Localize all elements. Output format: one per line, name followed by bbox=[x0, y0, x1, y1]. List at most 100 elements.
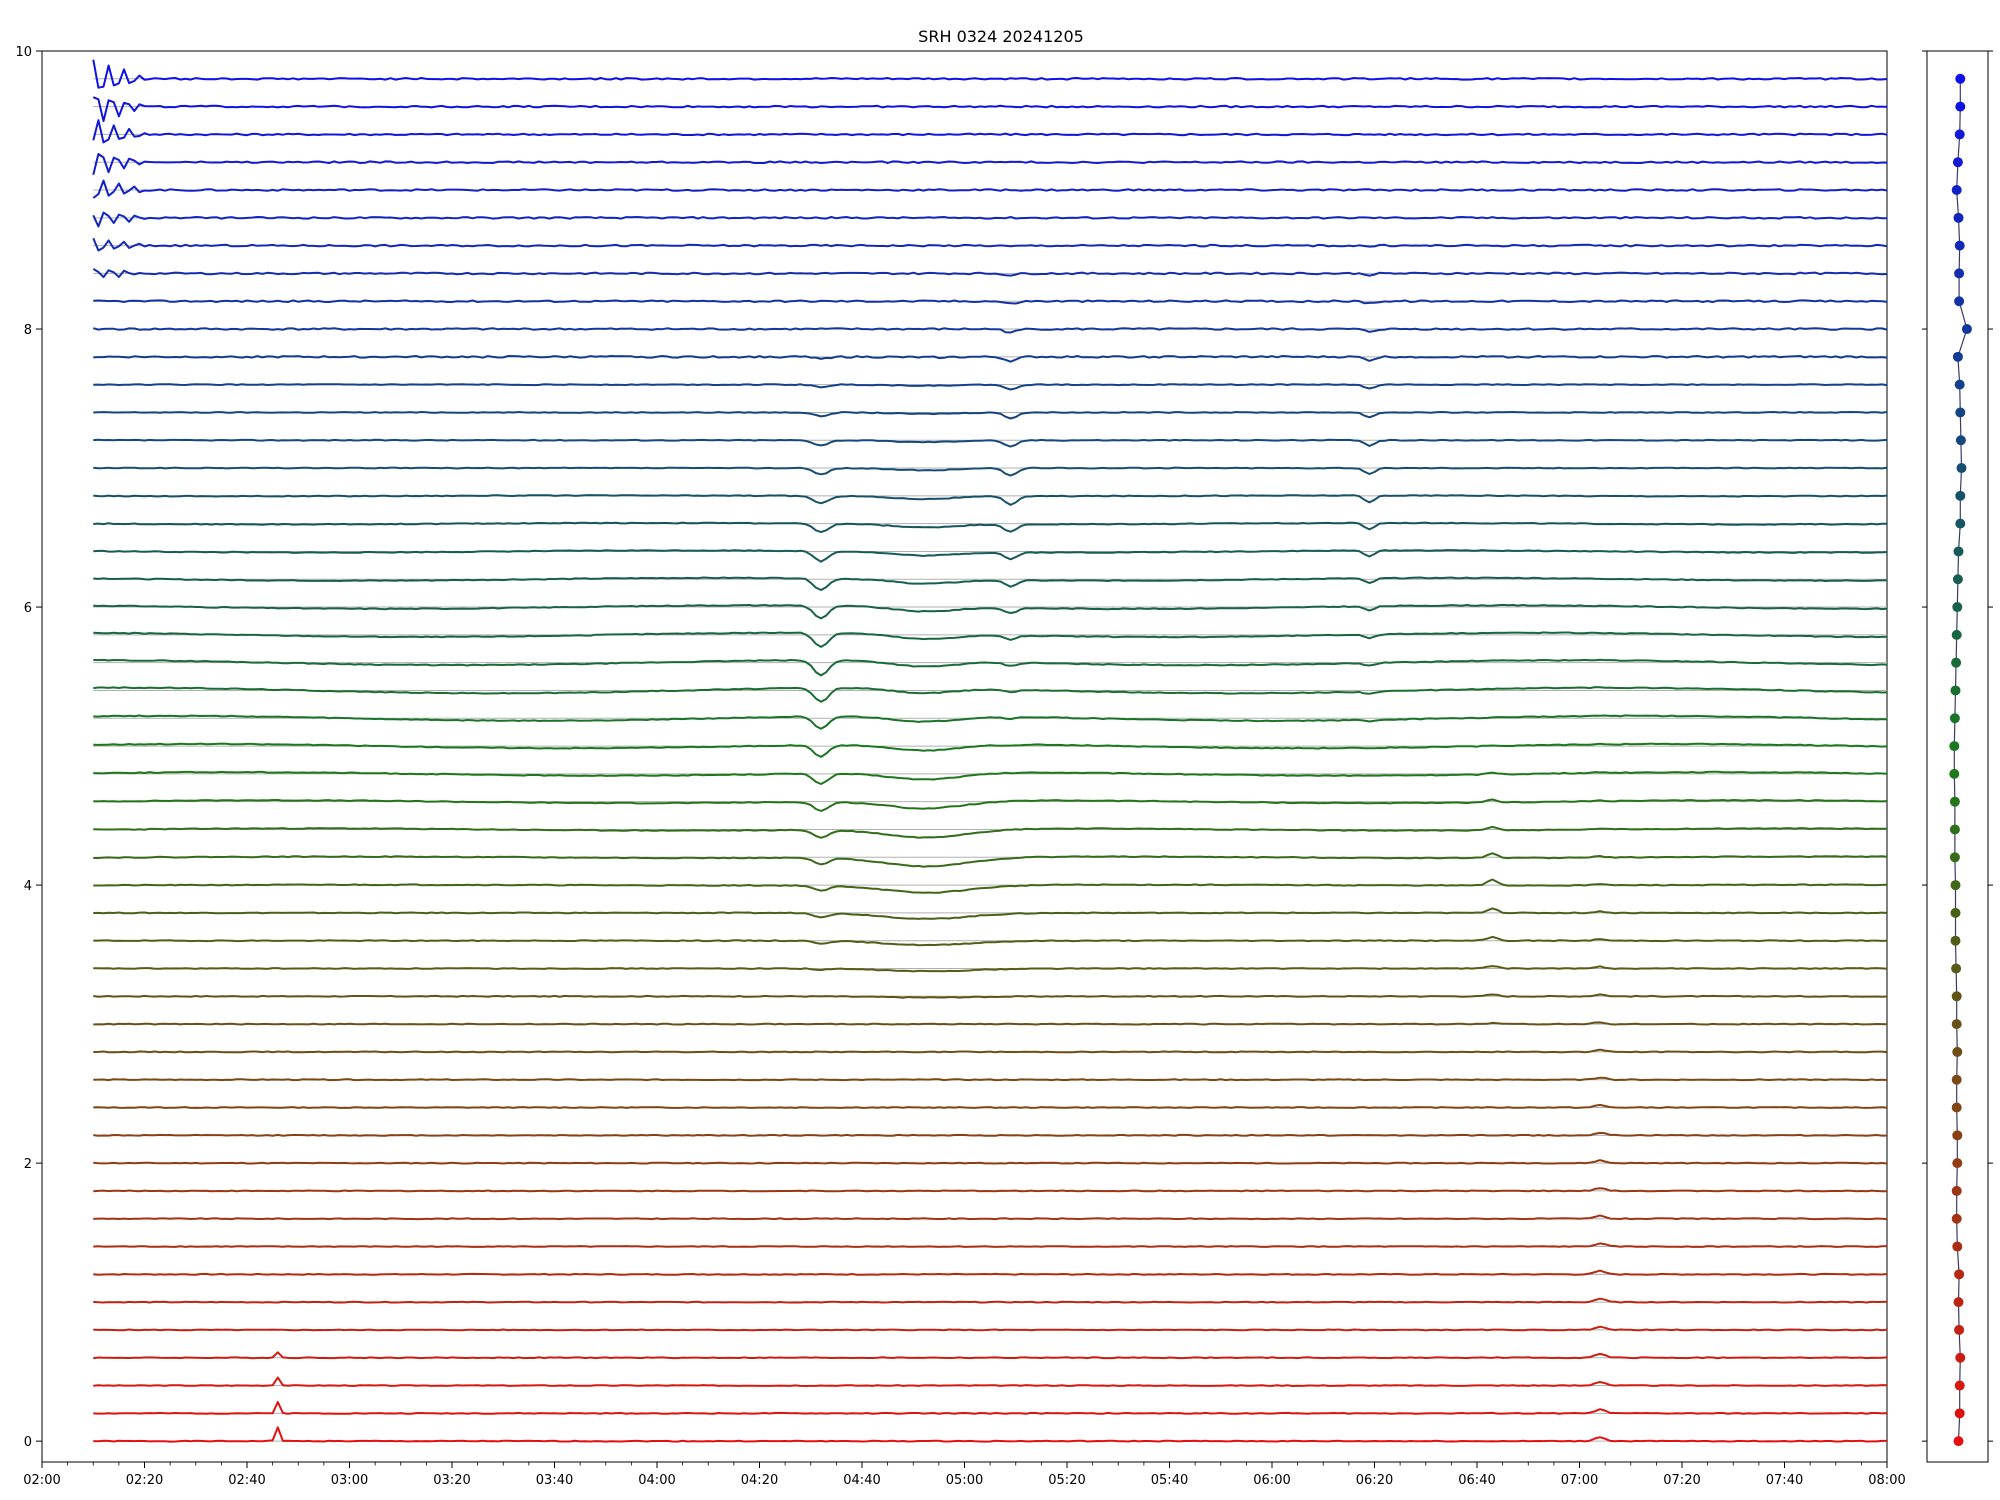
side-panel-marker bbox=[1961, 324, 1972, 335]
side-panel-marker bbox=[1955, 1352, 1966, 1363]
series-line bbox=[93, 1242, 1888, 1248]
side-panel-marker bbox=[1954, 1380, 1965, 1391]
series-line bbox=[93, 1187, 1887, 1193]
series-line bbox=[93, 383, 1888, 391]
series-line bbox=[92, 96, 1888, 122]
side-panel-marker bbox=[1950, 685, 1961, 696]
side-panel-marker bbox=[1954, 129, 1965, 140]
x-tick-label: 05:00 bbox=[946, 1473, 983, 1488]
x-tick-label: 06:00 bbox=[1253, 1473, 1290, 1488]
side-panel-marker bbox=[1951, 629, 1962, 640]
series-line bbox=[93, 1076, 1888, 1082]
side-panel-marker bbox=[1953, 1436, 1964, 1447]
series-line bbox=[93, 714, 1888, 730]
x-tick-label: 07:40 bbox=[1766, 1473, 1803, 1488]
series-line bbox=[93, 603, 1888, 620]
series-line bbox=[93, 658, 1888, 677]
x-tick-label: 04:00 bbox=[638, 1473, 675, 1488]
side-panel-marker bbox=[1953, 546, 1964, 557]
series-line bbox=[93, 935, 1888, 947]
series-line bbox=[92, 268, 1888, 279]
x-tick-label: 02:40 bbox=[228, 1473, 265, 1488]
series-line bbox=[92, 59, 1888, 89]
side-panel-marker bbox=[1951, 657, 1962, 668]
side-panel-marker bbox=[1949, 768, 1960, 779]
side-panel-marker bbox=[1951, 1074, 1962, 1085]
series-line bbox=[93, 1325, 1888, 1332]
side-panel-marker bbox=[1954, 268, 1965, 279]
side-panel-marker bbox=[1949, 852, 1960, 863]
y-tick-label: 4 bbox=[24, 879, 32, 894]
series-line bbox=[93, 878, 1888, 894]
side-panel-marker bbox=[1955, 407, 1966, 418]
series-line bbox=[93, 466, 1888, 477]
series-line bbox=[93, 1351, 1888, 1360]
side-panel-marker bbox=[1949, 713, 1960, 724]
series-line bbox=[93, 742, 1888, 758]
side-panel-marker bbox=[1953, 212, 1964, 223]
series-line bbox=[93, 1297, 1888, 1304]
series-line bbox=[92, 179, 1888, 199]
series-line bbox=[93, 1103, 1888, 1109]
side-panel-marker bbox=[1952, 1158, 1963, 1169]
series-line bbox=[93, 686, 1888, 703]
series-line bbox=[93, 1131, 1887, 1137]
x-tick-label: 03:40 bbox=[536, 1473, 573, 1488]
y-tick-label: 8 bbox=[24, 323, 32, 338]
series-line bbox=[93, 549, 1888, 563]
side-panel-marker bbox=[1951, 963, 1962, 974]
side-panel-marker bbox=[1955, 518, 1966, 529]
x-tick-label: 05:40 bbox=[1151, 1473, 1188, 1488]
side-panel-marker bbox=[1951, 1185, 1962, 1196]
side-panel-marker bbox=[1956, 463, 1967, 474]
side-panel-marker bbox=[1951, 1019, 1962, 1030]
side-panel-marker bbox=[1950, 935, 1961, 946]
side-panel-marker bbox=[1951, 991, 1962, 1002]
x-tick-label: 07:00 bbox=[1561, 1473, 1598, 1488]
series-line bbox=[93, 907, 1888, 920]
side-panel-marker bbox=[1949, 824, 1960, 835]
side-panel-marker bbox=[1955, 73, 1966, 84]
series-line bbox=[93, 438, 1888, 448]
side-panel-marker bbox=[1954, 240, 1965, 251]
side-panel-line bbox=[1953, 78, 1968, 1442]
side-panel-marker bbox=[1952, 157, 1963, 168]
series-line bbox=[93, 1021, 1888, 1026]
series-line bbox=[93, 299, 1888, 305]
side-panel-marker bbox=[1954, 1408, 1965, 1419]
series-line bbox=[93, 631, 1888, 648]
series-line bbox=[93, 1269, 1888, 1276]
x-tick-label: 06:20 bbox=[1356, 1473, 1393, 1488]
side-panel-marker bbox=[1955, 435, 1966, 446]
series-line bbox=[92, 153, 1888, 175]
main-plot-area: 02:00 02:20 02:40 03:00 03:20 03:40 04:00 04:20… bbox=[15, 45, 1905, 1488]
side-panel-marker bbox=[1954, 1269, 1965, 1280]
x-tick-label: 05:20 bbox=[1048, 1473, 1085, 1488]
series-line bbox=[93, 852, 1888, 868]
side-panel-marker bbox=[1954, 296, 1965, 307]
series-line bbox=[93, 798, 1888, 812]
x-tick-label: 07:20 bbox=[1663, 1473, 1700, 1488]
series-line bbox=[93, 1426, 1887, 1443]
side-panel-marker bbox=[1955, 101, 1966, 112]
main-plot-frame bbox=[41, 50, 1888, 1463]
series-line bbox=[92, 211, 1887, 228]
side-panel-marker bbox=[1951, 1213, 1962, 1224]
side-panel-plot bbox=[1922, 50, 1993, 1463]
series-line bbox=[93, 965, 1888, 973]
side-panel-marker bbox=[1954, 1324, 1965, 1335]
side-panel-marker bbox=[1952, 1130, 1963, 1141]
series-line bbox=[93, 1401, 1888, 1415]
series-line bbox=[93, 770, 1888, 785]
series-line bbox=[93, 1214, 1888, 1221]
x-tick-label: 02:20 bbox=[126, 1473, 163, 1488]
side-panel-marker bbox=[1949, 741, 1960, 752]
series-line bbox=[93, 1159, 1888, 1165]
side-panel-marker bbox=[1950, 907, 1961, 918]
side-panel-marker bbox=[1950, 880, 1961, 891]
side-panel-marker bbox=[1953, 1297, 1964, 1308]
y-tick-label: 0 bbox=[24, 1435, 32, 1450]
side-panel-marker bbox=[1949, 796, 1960, 807]
series-line bbox=[93, 1048, 1888, 1054]
